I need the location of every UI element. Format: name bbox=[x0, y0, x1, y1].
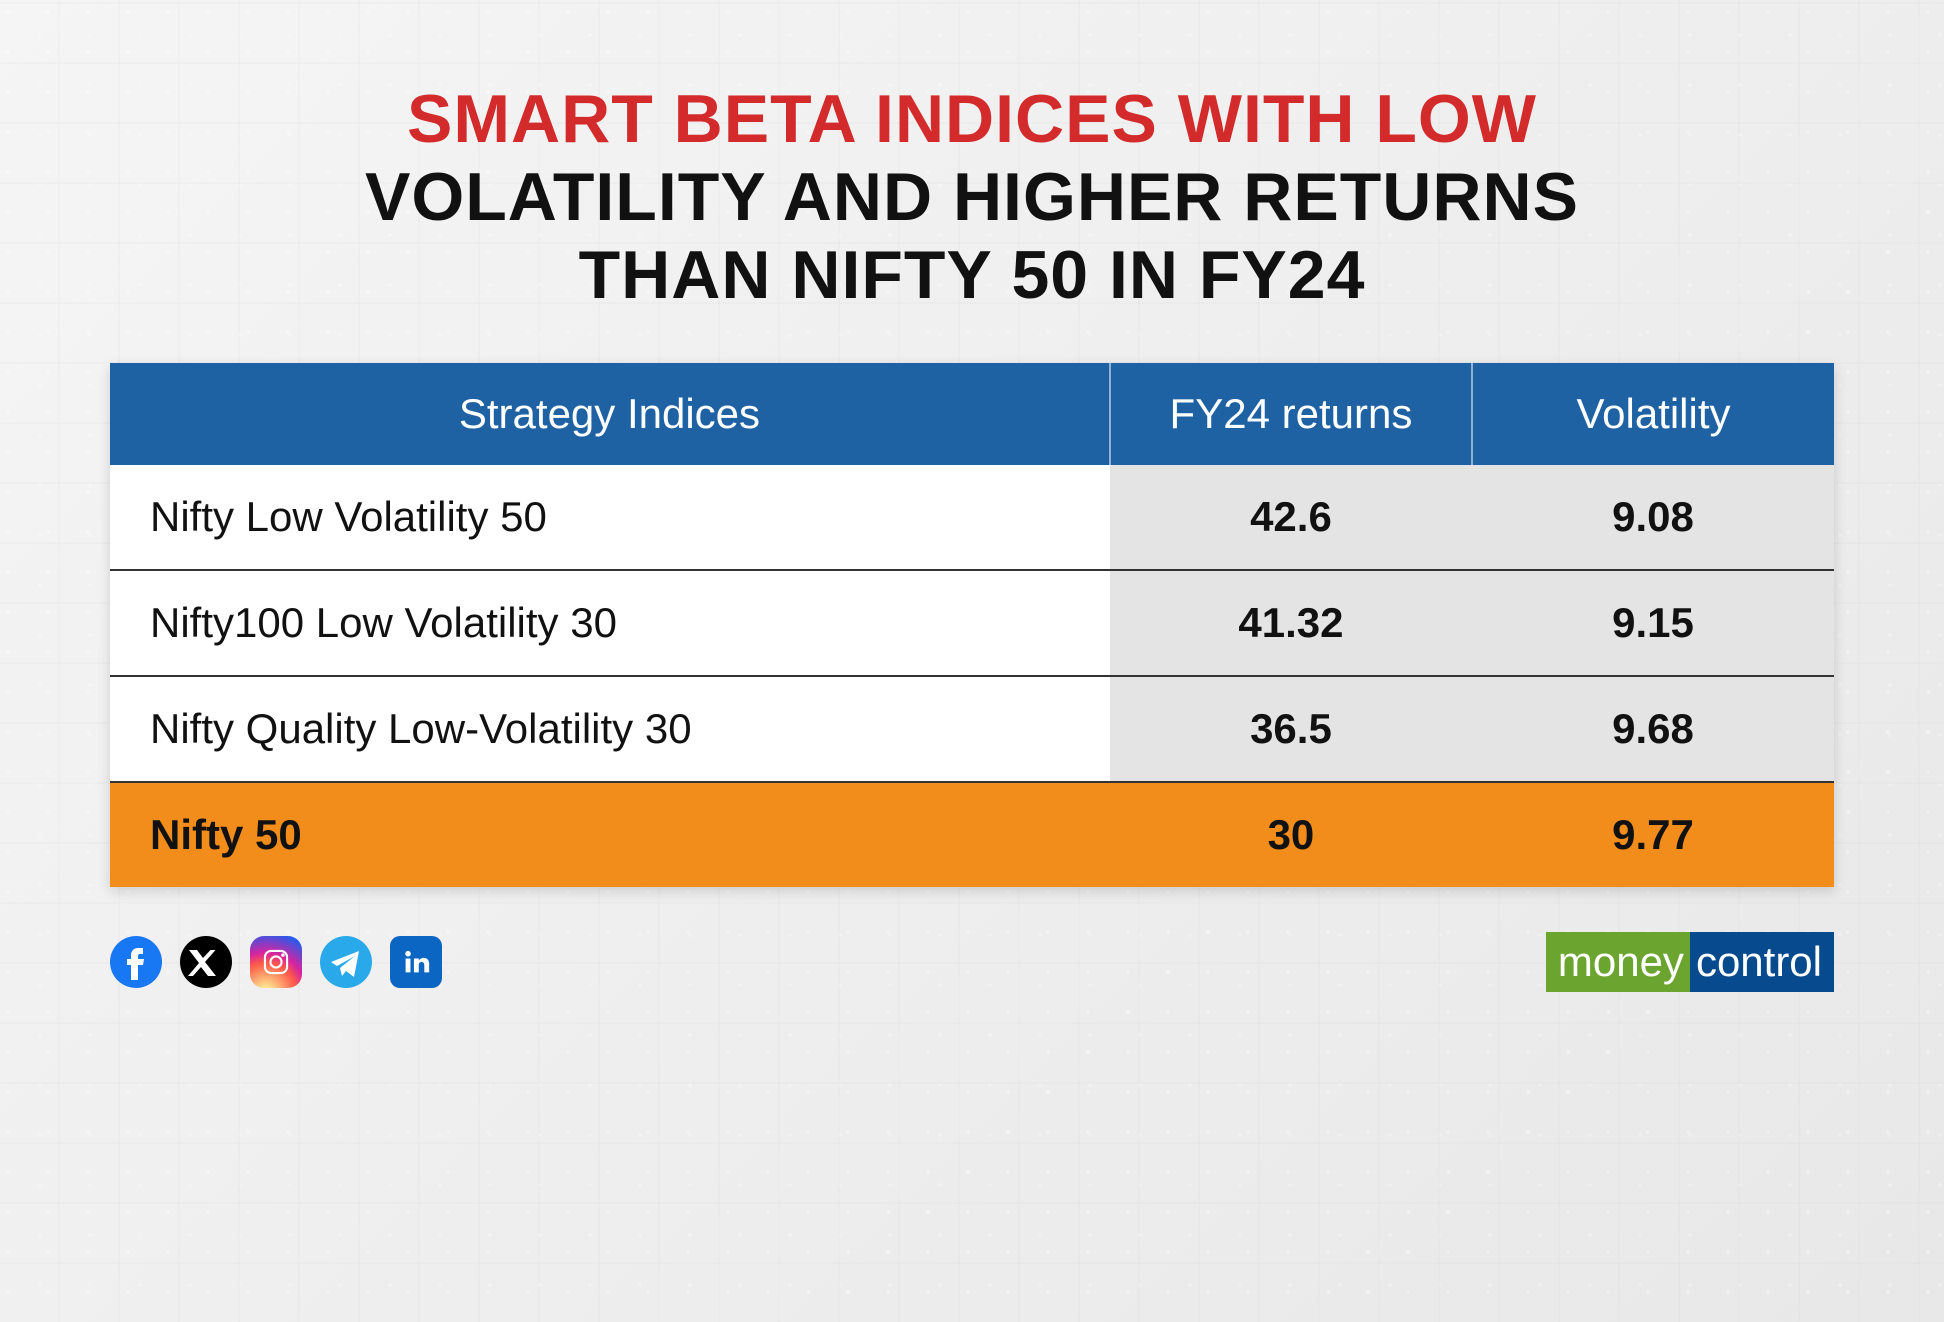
table-header-row: Strategy Indices FY24 returns Volatility bbox=[110, 363, 1834, 465]
title-line-2: VOLATILITY AND HIGHER RETURNS bbox=[365, 159, 1579, 235]
cell-returns: 36.5 bbox=[1110, 676, 1472, 782]
cell-name: Nifty100 Low Volatility 30 bbox=[110, 570, 1110, 676]
cell-returns: 30 bbox=[1110, 782, 1472, 887]
col-header-returns: FY24 returns bbox=[1110, 363, 1472, 465]
cell-volatility: 9.15 bbox=[1472, 570, 1834, 676]
table-row: Nifty100 Low Volatility 30 41.32 9.15 bbox=[110, 570, 1834, 676]
cell-volatility: 9.77 bbox=[1472, 782, 1834, 887]
table-body: Nifty Low Volatility 50 42.6 9.08 Nifty1… bbox=[110, 465, 1834, 887]
instagram-icon bbox=[250, 936, 302, 988]
logo-part-control: control bbox=[1690, 932, 1834, 992]
page-title: SMART BETA INDICES WITH LOW VOLATILITY A… bbox=[110, 80, 1834, 315]
table-row: Nifty Low Volatility 50 42.6 9.08 bbox=[110, 465, 1834, 570]
footer: money control bbox=[110, 932, 1834, 992]
cell-volatility: 9.68 bbox=[1472, 676, 1834, 782]
table-row: Nifty Quality Low-Volatility 30 36.5 9.6… bbox=[110, 676, 1834, 782]
telegram-icon bbox=[320, 936, 372, 988]
title-line-1: SMART BETA INDICES WITH LOW bbox=[407, 81, 1537, 157]
cell-name: Nifty 50 bbox=[110, 782, 1110, 887]
facebook-icon bbox=[110, 936, 162, 988]
logo-part-money: money bbox=[1546, 932, 1690, 992]
cell-name: Nifty Low Volatility 50 bbox=[110, 465, 1110, 570]
table-row-highlight: Nifty 50 30 9.77 bbox=[110, 782, 1834, 887]
col-header-volatility: Volatility bbox=[1472, 363, 1834, 465]
title-line-3: THAN NIFTY 50 IN FY24 bbox=[579, 237, 1366, 313]
cell-name: Nifty Quality Low-Volatility 30 bbox=[110, 676, 1110, 782]
moneycontrol-logo: money control bbox=[1546, 932, 1834, 992]
cell-volatility: 9.08 bbox=[1472, 465, 1834, 570]
col-header-strategy: Strategy Indices bbox=[110, 363, 1110, 465]
linkedin-icon bbox=[390, 936, 442, 988]
x-twitter-icon bbox=[180, 936, 232, 988]
cell-returns: 41.32 bbox=[1110, 570, 1472, 676]
infographic-container: SMART BETA INDICES WITH LOW VOLATILITY A… bbox=[0, 0, 1944, 1322]
social-icons bbox=[110, 936, 442, 988]
indices-table: Strategy Indices FY24 returns Volatility… bbox=[110, 363, 1834, 887]
cell-returns: 42.6 bbox=[1110, 465, 1472, 570]
